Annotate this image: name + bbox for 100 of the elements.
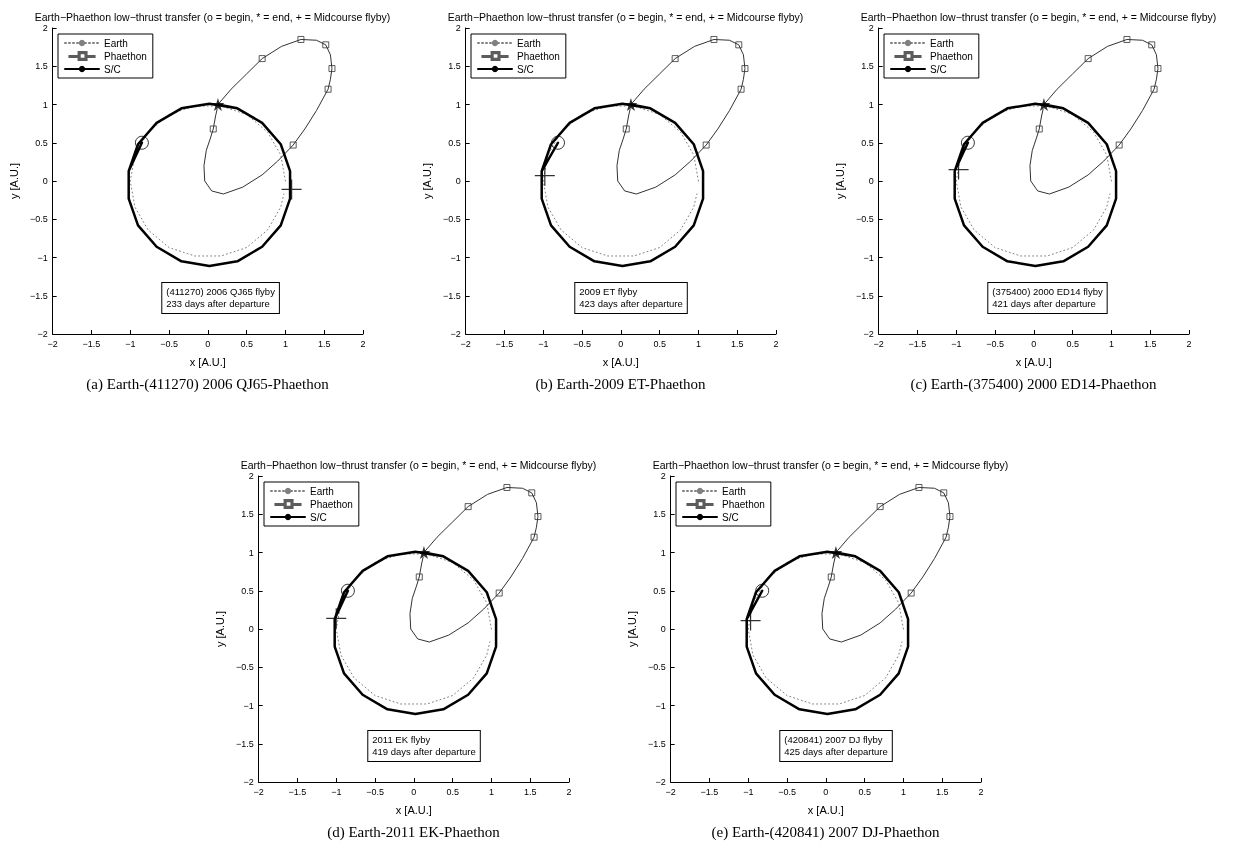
- x-tick-label: −1: [331, 786, 342, 797]
- annotation: 2009 ET flyby 423 days after departure: [579, 286, 683, 310]
- y-tick-label: 1: [660, 547, 666, 558]
- x-tick-label: 0: [1031, 338, 1037, 349]
- point: [1123, 35, 1131, 43]
- annotation: (411270) 2006 QJ65 flyby 233 days after departure: [166, 286, 276, 310]
- x-tick-label: −1: [125, 338, 136, 349]
- x-axis-title: x [A.U.]: [395, 803, 432, 816]
- y-tick-label: 1.5: [653, 509, 666, 520]
- point: [528, 489, 536, 497]
- legend-label: Earth: [930, 37, 954, 49]
- point: [1154, 65, 1162, 73]
- y-tick-label: 1.5: [861, 61, 874, 72]
- x-tick-label: −0.5: [778, 786, 796, 797]
- y-tick-label: 1: [868, 99, 874, 110]
- point: [503, 483, 511, 491]
- x-tick-label: −0.5: [573, 338, 591, 349]
- annotation: 2011 EK flyby 419 days after departure: [372, 734, 476, 758]
- point: [942, 533, 950, 541]
- point: [1150, 85, 1158, 93]
- legend-label: Earth: [104, 37, 128, 49]
- y-tick-label: −1: [243, 700, 254, 711]
- y-tick-label: −1.5: [855, 290, 874, 301]
- x-tick-label: 1: [695, 338, 701, 349]
- y-tick-label: −2: [37, 329, 48, 339]
- x-tick-label: 0: [618, 338, 624, 349]
- x-tick-label: −1.5: [908, 338, 927, 349]
- legend-label: Earth: [517, 37, 541, 49]
- point: [534, 513, 542, 521]
- y-tick-label: 1.5: [241, 509, 254, 520]
- x-tick-label: 1: [488, 786, 494, 797]
- x-tick-label: 1.5: [523, 786, 537, 797]
- y-tick-label: −0.5: [235, 662, 254, 673]
- point: [915, 483, 923, 491]
- x-tick-label: 1: [1108, 338, 1114, 349]
- point: [737, 85, 745, 93]
- y-axis-title: y [A.U.]: [625, 610, 638, 648]
- point: [907, 589, 915, 597]
- legend-label: Earth: [310, 485, 334, 497]
- point: [297, 35, 305, 43]
- y-tick-label: 0: [660, 624, 666, 634]
- x-tick-label: 2: [566, 786, 572, 797]
- point: [702, 141, 710, 149]
- x-tick-label: −0.5: [366, 786, 384, 797]
- point: [829, 546, 843, 559]
- point: [495, 589, 503, 597]
- point: [1037, 98, 1051, 111]
- point: [624, 98, 638, 111]
- x-tick-label: −1.5: [288, 786, 307, 797]
- y-tick-label: 1.5: [448, 61, 461, 72]
- point: [1115, 141, 1123, 149]
- y-tick-label: 2: [248, 471, 254, 481]
- x-axis-title: x [A.U.]: [602, 355, 639, 368]
- y-tick-label: −2: [243, 777, 254, 787]
- y-tick-label: 0.5: [653, 585, 666, 596]
- y-tick-label: −1.5: [29, 290, 48, 301]
- y-tick-label: −0.5: [647, 662, 666, 673]
- y-tick-label: 2: [42, 23, 48, 33]
- chart-title: Earth−Phaethon low−thrust transfer (o = begin, * = end, + = Midcourse flyby): [34, 10, 391, 23]
- legend-label: S/C: [310, 511, 327, 523]
- legend-label: S/C: [722, 511, 739, 523]
- x-tick-label: −1: [743, 786, 754, 797]
- point: [1035, 125, 1043, 133]
- x-tick-label: 2: [360, 338, 366, 349]
- point: [827, 573, 835, 581]
- point: [622, 125, 630, 133]
- y-tick-label: 2: [660, 471, 666, 481]
- y-tick-label: 1: [42, 99, 48, 110]
- point: [735, 41, 743, 49]
- y-tick-label: −2: [863, 329, 874, 339]
- y-tick-label: 2: [868, 23, 874, 33]
- y-tick-label: 1: [455, 99, 461, 110]
- point: [755, 583, 770, 598]
- y-tick-label: −1: [863, 252, 874, 263]
- annotation: (375400) 2000 ED14 flyby 421 days after departure: [992, 286, 1103, 310]
- x-tick-label: −1.5: [700, 786, 719, 797]
- x-tick-label: −0.5: [160, 338, 178, 349]
- x-tick-label: −1.5: [495, 338, 514, 349]
- y-tick-label: −0.5: [29, 214, 48, 225]
- point: [1148, 41, 1156, 49]
- x-tick-label: 1: [900, 786, 906, 797]
- x-tick-label: 0: [411, 786, 417, 797]
- point: [960, 135, 975, 150]
- text: (c) Earth-(375400) 2000 ED14-Phaethon: [910, 375, 1158, 393]
- x-axis-title: x [A.U.]: [1015, 355, 1052, 368]
- y-axis-title: y [A.U.]: [213, 610, 226, 648]
- annotation: (420841) 2007 DJ flyby 425 days after departure: [784, 734, 888, 758]
- x-tick-label: 2: [978, 786, 984, 797]
- point: [324, 85, 332, 93]
- point: [710, 35, 718, 43]
- point: [671, 55, 679, 63]
- point: [876, 503, 884, 511]
- y-tick-label: −2: [655, 777, 666, 787]
- point: [209, 125, 217, 133]
- point: [134, 135, 149, 150]
- x-tick-label: −0.5: [986, 338, 1004, 349]
- y-tick-label: 0: [248, 624, 254, 634]
- x-axis-title: x [A.U.]: [189, 355, 226, 368]
- point: [417, 546, 431, 559]
- x-tick-label: 2: [773, 338, 779, 349]
